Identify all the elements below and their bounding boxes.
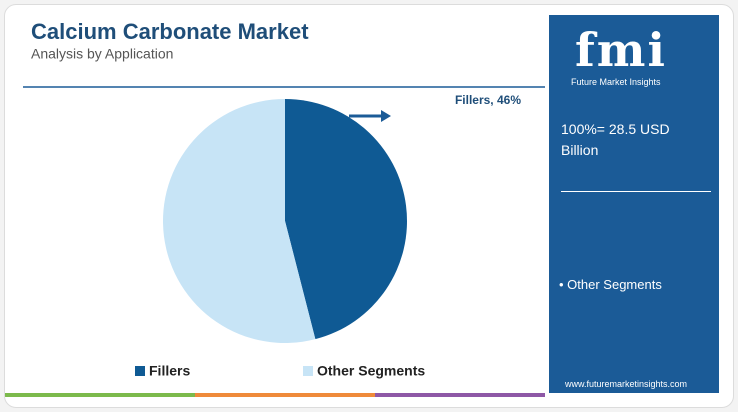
total-label: 100%= 28.5 USD Billion [561,121,670,158]
pie-slice [162,99,316,344]
side-panel: fmi Future Market Insights 100%= 28.5 US… [549,15,719,393]
note: • Other Segments [559,277,662,292]
card: Calcium Carbonate Market Analysis by App… [4,4,734,408]
pie-slice [285,99,407,340]
legend-swatch [135,366,145,376]
brand: Future Market Insights [571,77,661,87]
stripe [195,393,375,397]
legend-label: Other Segments [317,363,425,379]
rule [561,191,711,192]
chart: Calcium Carbonate Market Analysis by App… [5,19,545,397]
logo: fmi [575,23,667,77]
chart-title: Calcium Carbonate Market [31,19,309,44]
website: www.futuremarketinsights.com [565,379,688,389]
arrow-head [381,110,391,122]
chart-subtitle: Analysis by Application [31,46,173,62]
stripe [5,393,195,397]
legend-label: Fillers [149,363,190,379]
legend-swatch [303,366,313,376]
data-label: Fillers, 46% [455,93,521,107]
stripe [375,393,545,397]
